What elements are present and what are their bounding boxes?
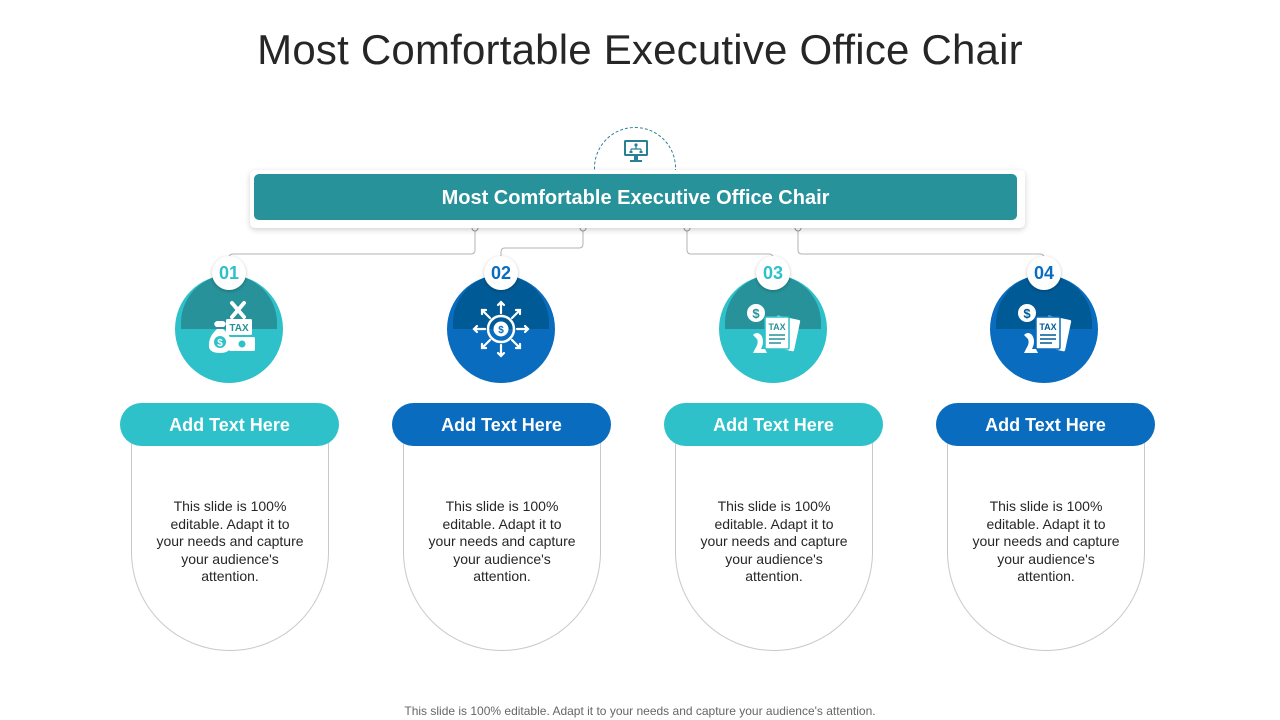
- svg-text:$: $: [217, 338, 223, 349]
- step-3-card-outline: [675, 425, 873, 651]
- svg-text:TAX: TAX: [1039, 322, 1056, 332]
- target-dollar-icon: $: [472, 300, 530, 358]
- tax-document-chess-icon: $ TAX: [1018, 304, 1072, 353]
- computer-network-icon: [624, 140, 648, 162]
- money-bag-tax-icon: TAX $: [208, 301, 255, 353]
- svg-text:TAX: TAX: [768, 322, 785, 332]
- svg-text:$: $: [1023, 306, 1031, 321]
- footer-note: This slide is 100% editable. Adapt it to…: [404, 704, 876, 718]
- svg-text:$: $: [498, 325, 504, 336]
- step-2-card-outline: [403, 425, 601, 651]
- step-1-body: This slide is 100% editable. Adapt it to…: [156, 498, 304, 585]
- step-4-heading: Add Text Here: [936, 403, 1155, 446]
- step-1-heading: Add Text Here: [120, 403, 339, 446]
- slide-title: Most Comfortable Executive Office Chair: [257, 26, 1023, 73]
- step-2-heading: Add Text Here: [392, 403, 611, 446]
- svg-text:TAX: TAX: [229, 323, 249, 334]
- step-2-body: This slide is 100% editable. Adapt it to…: [428, 498, 576, 585]
- svg-text:$: $: [752, 306, 760, 321]
- step-3-body: This slide is 100% editable. Adapt it to…: [700, 498, 848, 585]
- step-3-icon-circle: $ TAX: [719, 275, 827, 383]
- step-3-heading: Add Text Here: [664, 403, 883, 446]
- step-1-icon-circle: TAX $: [175, 275, 283, 383]
- step-4-body: This slide is 100% editable. Adapt it to…: [972, 498, 1120, 585]
- step-4-number: 04: [1027, 256, 1061, 290]
- center-banner: Most Comfortable Executive Office Chair: [254, 174, 1017, 220]
- tax-document-chess-icon: $ TAX: [747, 304, 801, 353]
- step-2-icon-circle: $: [447, 275, 555, 383]
- step-3-number: 03: [756, 256, 790, 290]
- step-1-card-outline: [131, 425, 329, 651]
- step-1-number: 01: [212, 256, 246, 290]
- step-4-icon-circle: $ TAX: [990, 275, 1098, 383]
- step-4-card-outline: [947, 425, 1145, 651]
- step-2-number: 02: [484, 256, 518, 290]
